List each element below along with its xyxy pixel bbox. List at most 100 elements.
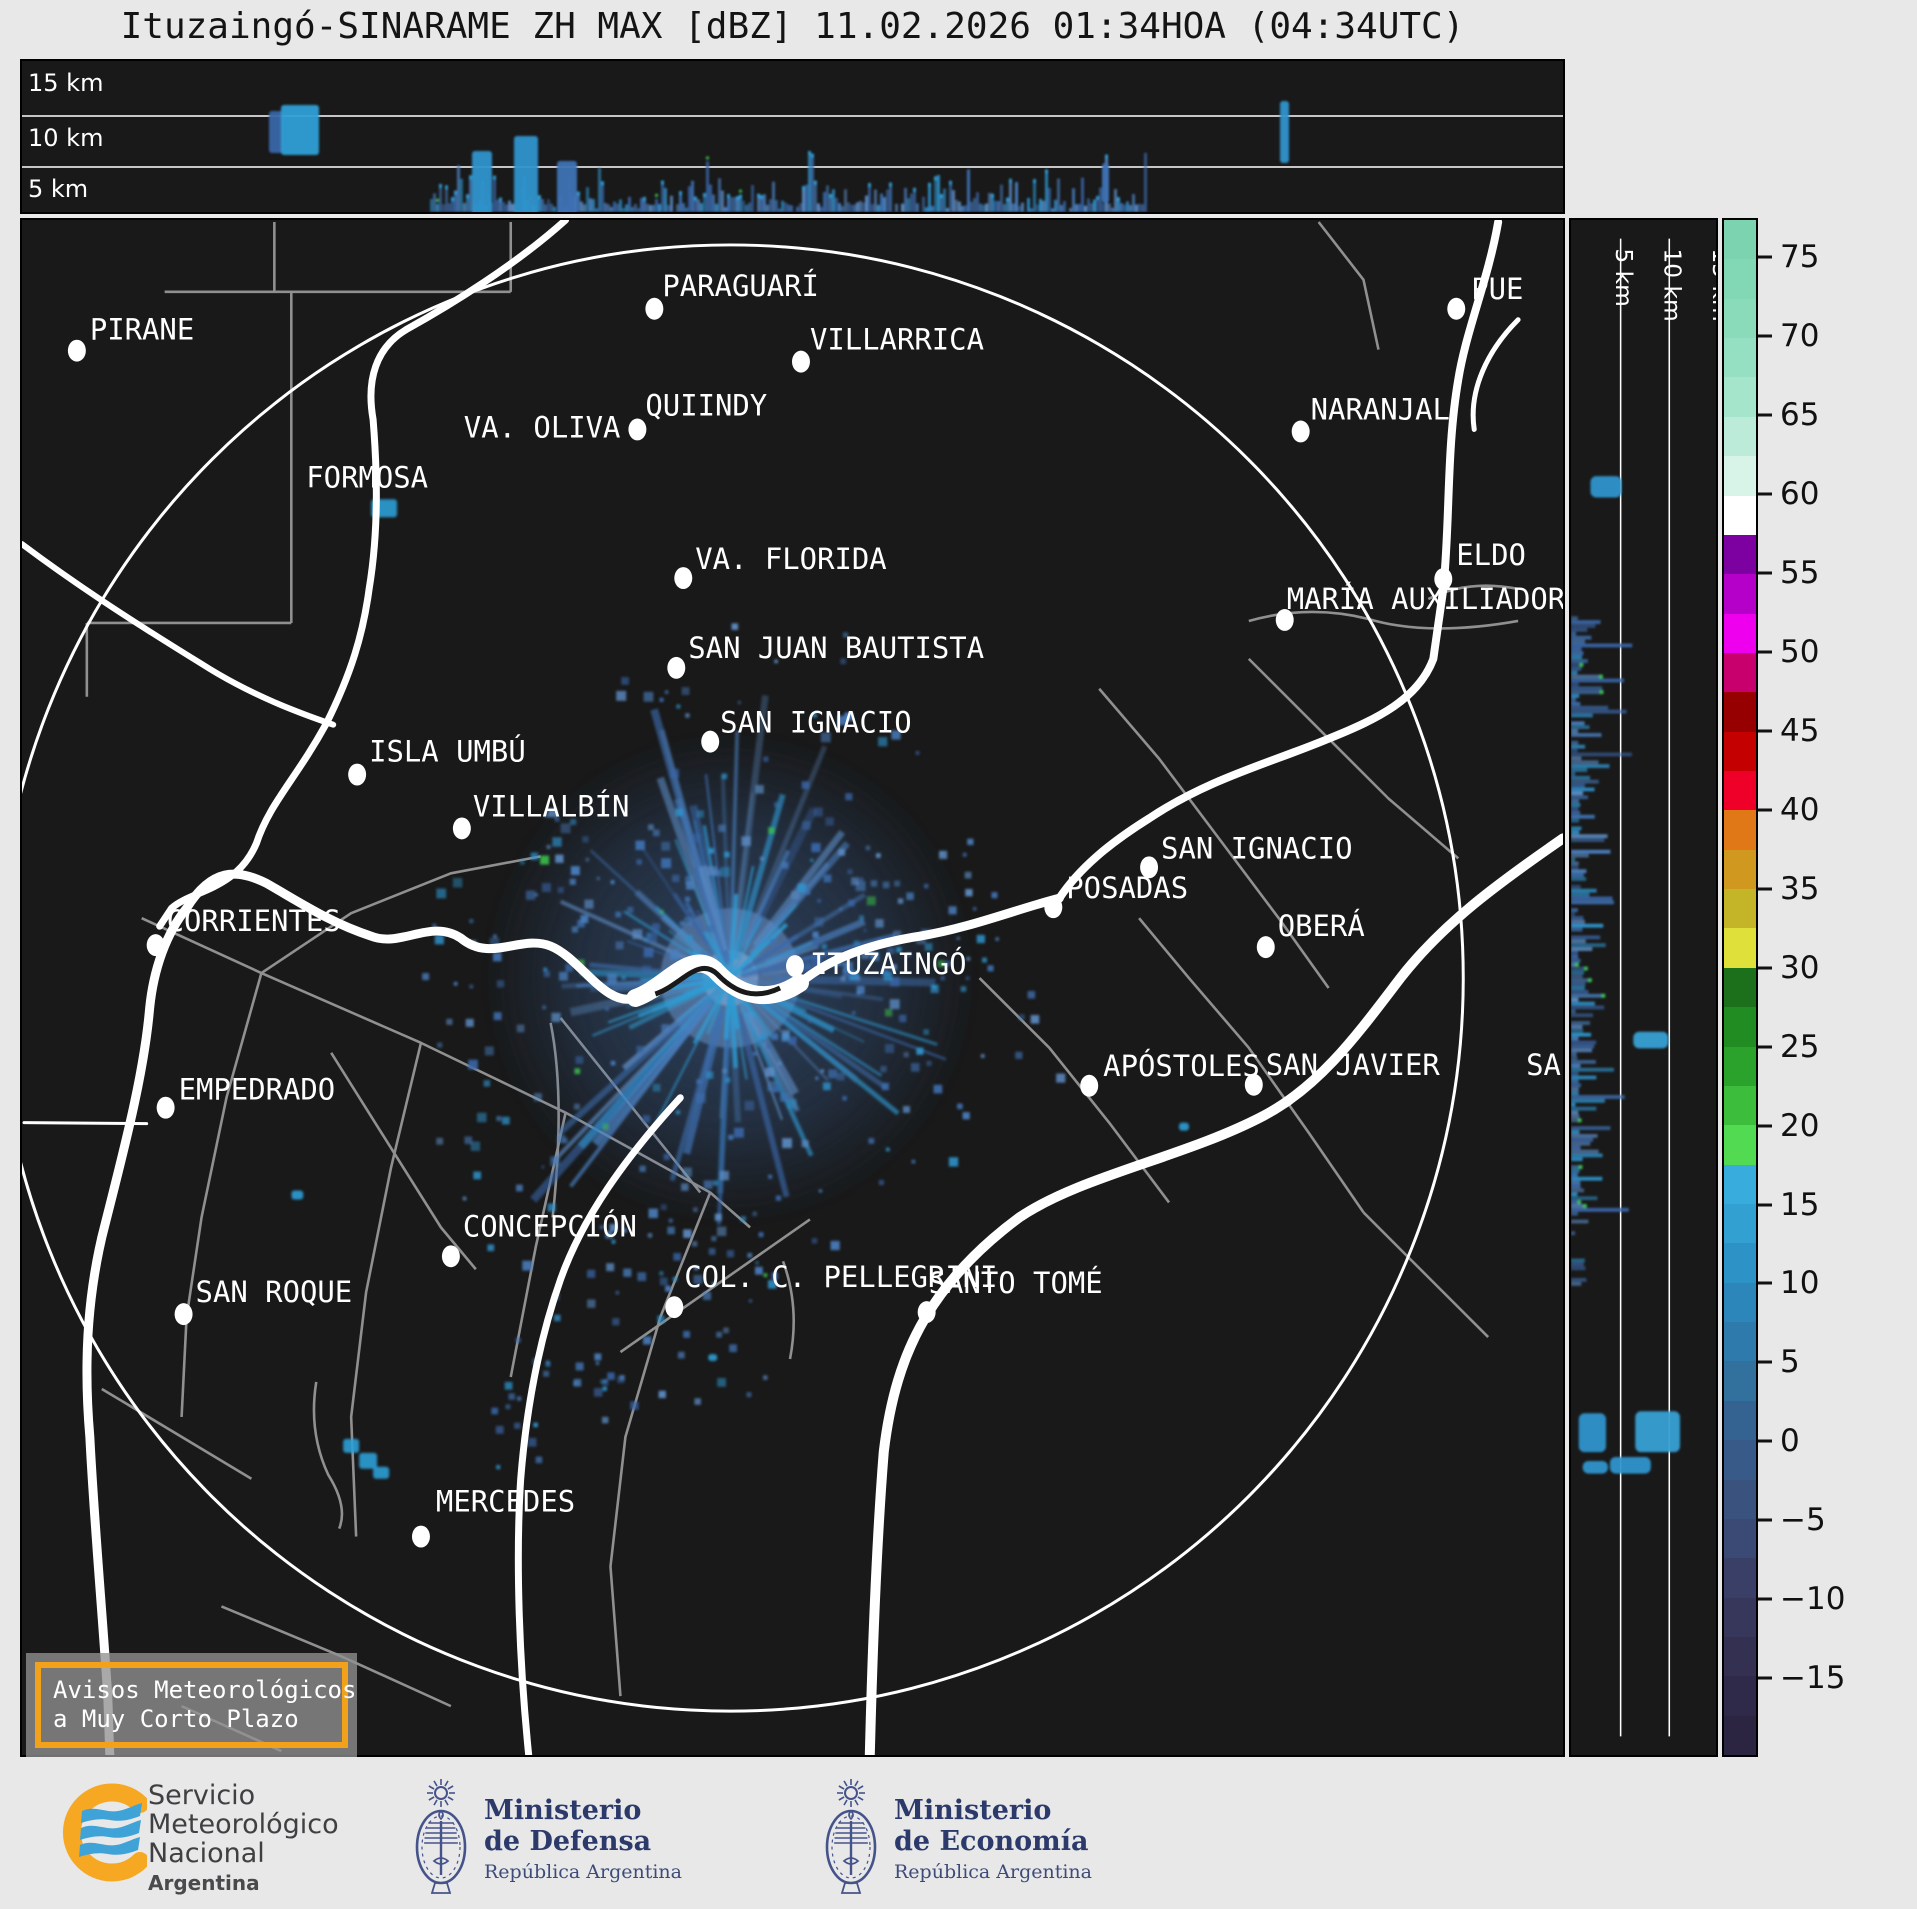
colorbar-segment: [1724, 1636, 1756, 1677]
city-marker[interactable]: [348, 763, 367, 786]
echo-speck: [825, 817, 834, 826]
echo-column: [637, 208, 640, 212]
city-marker[interactable]: [792, 350, 810, 373]
echo-speck: [504, 1381, 513, 1390]
echo-row: [1571, 1188, 1585, 1193]
city-marker[interactable]: [146, 934, 165, 957]
echo-row: [1571, 1141, 1591, 1146]
echo-speck: [570, 866, 580, 876]
city-marker[interactable]: [411, 1525, 430, 1548]
echo-spoke-bright: [728, 917, 763, 979]
echo-far-blob: [359, 1452, 378, 1469]
echo-speck: [643, 938, 648, 942]
sun-ray: [447, 1785, 454, 1790]
echo-speck: [964, 871, 972, 879]
colorbar-segment: [1724, 220, 1756, 260]
colorbar-tick: [1758, 334, 1772, 338]
echo-speck: [582, 836, 589, 843]
echo-column: [652, 204, 655, 212]
warning-box[interactable]: Avisos Meteorológicos a Muy Corto Plazo: [26, 1653, 357, 1757]
city-marker[interactable]: [1080, 1074, 1099, 1097]
echo-speck: [897, 898, 904, 904]
city-marker[interactable]: [674, 567, 693, 590]
colorbar-segment: [1724, 1203, 1756, 1244]
city-marker[interactable]: [452, 817, 471, 840]
echo-row: [1571, 729, 1579, 734]
sun-ray: [444, 1799, 449, 1806]
sun-ray: [444, 1780, 449, 1787]
echo-speck: [656, 1042, 660, 1046]
city-marker[interactable]: [1140, 856, 1159, 879]
echo-speck: [788, 1036, 797, 1045]
echo-speck: [675, 1110, 681, 1115]
echo-column: [538, 195, 541, 212]
city-marker[interactable]: [1434, 568, 1453, 591]
echo-speck: [452, 877, 463, 888]
echo-speck: [470, 1141, 481, 1151]
echo-speck: [821, 943, 827, 950]
city-marker[interactable]: [1244, 1073, 1263, 1096]
city-marker[interactable]: [667, 656, 686, 679]
echo-column: [775, 199, 778, 212]
echo-speck: [515, 1184, 523, 1192]
city-marker[interactable]: [786, 955, 804, 978]
colorbar-tick: [1758, 1281, 1772, 1285]
echo-speck: [665, 1285, 672, 1292]
echo-speck: [714, 1213, 722, 1221]
echo-speck: [573, 1381, 577, 1386]
city-marker[interactable]: [665, 1296, 684, 1319]
echo-speck: [720, 866, 730, 877]
echo-spoke: [739, 1006, 783, 1121]
echo-speck: [782, 1138, 792, 1148]
echo-column: [502, 201, 505, 212]
city-marker[interactable]: [1447, 297, 1466, 320]
echo-speck: [807, 1018, 812, 1023]
echo-row: [1571, 647, 1582, 652]
echo-speck: [707, 866, 717, 876]
echo-speck: [755, 785, 764, 794]
echo-spoke: [692, 866, 728, 965]
city-marker[interactable]: [917, 1301, 936, 1324]
city-marker[interactable]: [67, 339, 86, 362]
echo-column: [940, 194, 943, 212]
border-path: [1138, 917, 1365, 1214]
city-marker[interactable]: [174, 1303, 193, 1326]
echo-row: [1571, 682, 1579, 687]
echo-row: [1571, 1168, 1580, 1173]
echo-speck: [865, 845, 871, 851]
city-marker[interactable]: [628, 418, 647, 441]
colorbar-segment: [1724, 1164, 1756, 1204]
city-marker[interactable]: [645, 297, 664, 320]
echo-row: [1571, 795, 1589, 800]
echo-column: [982, 204, 985, 212]
city-marker[interactable]: [701, 730, 720, 753]
economia-logo-text: Ministerio de Economía República Argenti…: [894, 1795, 1092, 1883]
echo-speck: [574, 1068, 581, 1074]
echo-row: [1571, 1005, 1605, 1010]
city-marker[interactable]: [1044, 896, 1063, 919]
echo-column: [460, 178, 463, 212]
page-title: Ituzaingó-SINARAME ZH MAX [dBZ] 11.02.20…: [120, 6, 1465, 47]
echo-speck: [609, 1223, 617, 1232]
echo-row: [1571, 1266, 1586, 1271]
city-marker[interactable]: [1275, 608, 1294, 631]
city-marker[interactable]: [441, 1245, 460, 1268]
city-marker[interactable]: [1291, 420, 1310, 443]
echo-column: [1075, 204, 1078, 212]
colorbar-segment: [1724, 1676, 1756, 1716]
echo-column: [973, 198, 976, 212]
echo-speck: [962, 852, 967, 857]
echo-speck: [944, 960, 951, 967]
echo-speck: [843, 632, 849, 638]
echo-column: [1135, 204, 1138, 212]
echo-speck: [473, 1171, 481, 1180]
echo-speck: [863, 928, 867, 932]
echo-speck: [856, 990, 861, 995]
echo-speck: [540, 855, 550, 865]
sun-ray: [838, 1785, 845, 1790]
city-marker[interactable]: [1256, 936, 1275, 959]
city-label: SAN JUAN BAUTISTA: [688, 631, 984, 665]
echo-column-top: [949, 180, 952, 185]
defensa-logo-text: Ministerio de Defensa República Argentin…: [484, 1795, 682, 1883]
city-marker[interactable]: [156, 1096, 175, 1119]
